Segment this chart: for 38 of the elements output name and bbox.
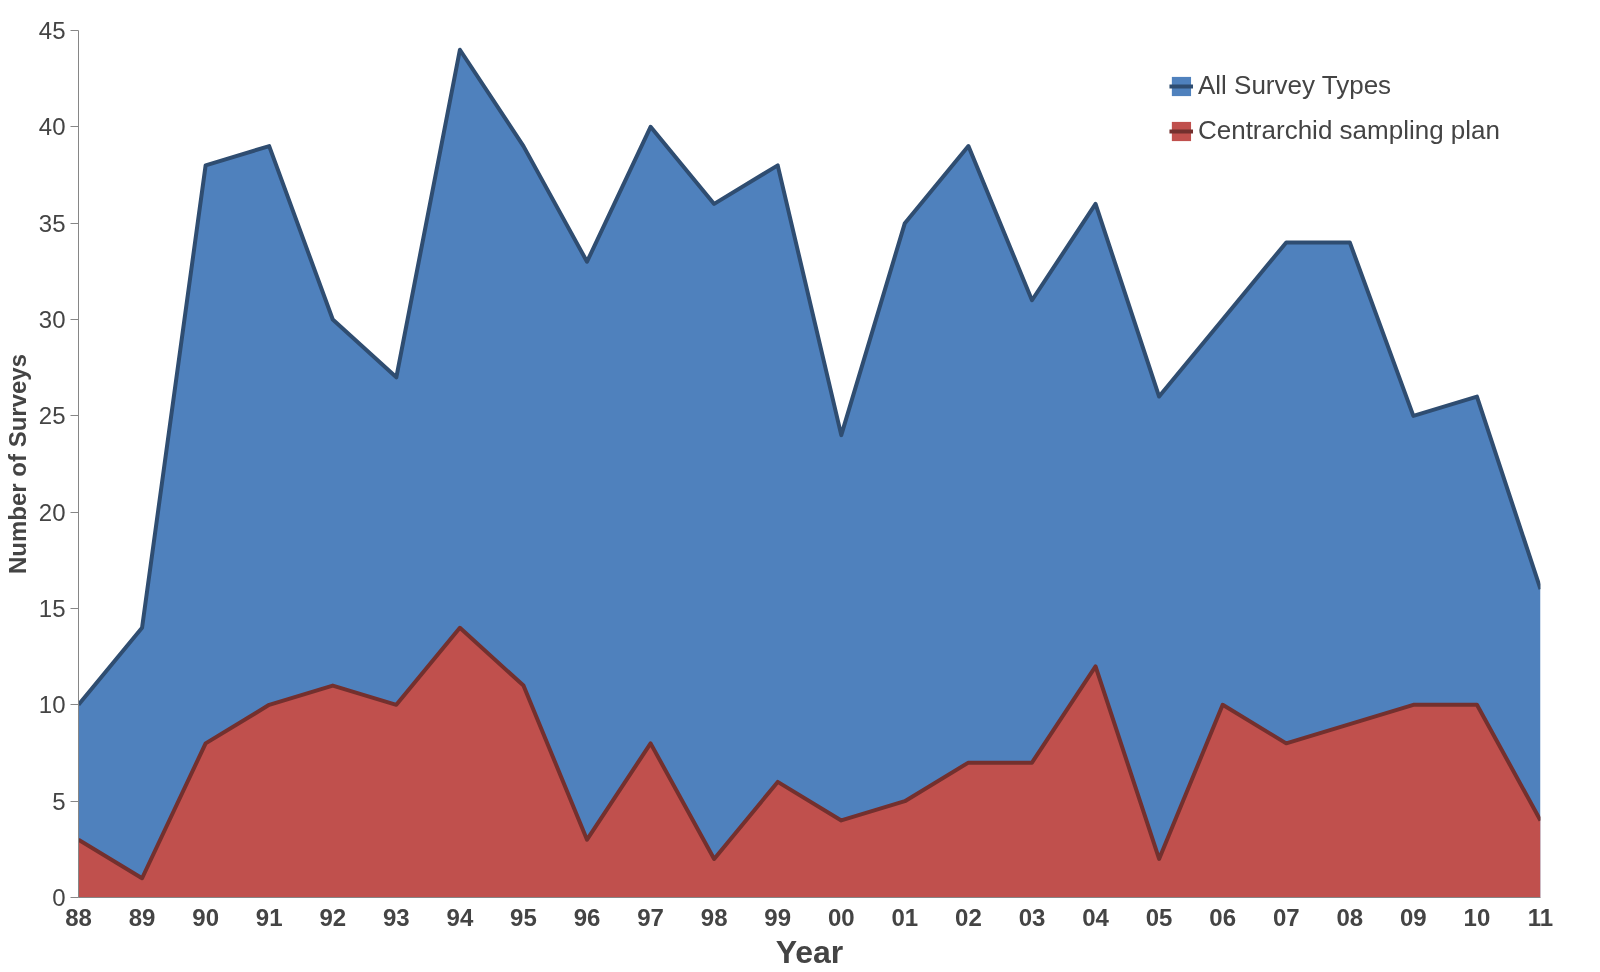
x-tick-label: 04 xyxy=(1082,903,1110,931)
y-tick-label: 0 xyxy=(52,884,66,911)
x-tick-label: 92 xyxy=(319,903,347,931)
x-tick-label: 05 xyxy=(1145,903,1173,931)
legend-label: Centrarchid sampling plan xyxy=(1197,115,1500,146)
x-tick-label: 10 xyxy=(1463,903,1491,931)
x-tick-label: 99 xyxy=(764,903,792,931)
x-tick-label: 94 xyxy=(446,903,474,931)
x-tick-label: 88 xyxy=(65,903,92,931)
y-tick-label: 25 xyxy=(38,402,66,430)
legend-label: All Survey Types xyxy=(1197,70,1392,101)
y-tick-label: 40 xyxy=(38,113,66,141)
x-tick-label: 11 xyxy=(1527,903,1554,931)
x-tick-label: 91 xyxy=(255,903,283,931)
y-tick-label: 15 xyxy=(38,595,66,622)
y-tick-label: 20 xyxy=(38,498,66,526)
y-tick-label: 45 xyxy=(38,17,66,44)
x-tick-label: 89 xyxy=(128,903,156,931)
x-tick-label: 98 xyxy=(700,903,728,931)
x-tick-label: 07 xyxy=(1272,903,1300,931)
x-tick-label: 06 xyxy=(1209,903,1237,931)
x-tick-label: 00 xyxy=(827,903,855,931)
x-tick-label: 90 xyxy=(192,903,219,931)
y-tick-label: 5 xyxy=(52,787,66,815)
x-tick-label: 09 xyxy=(1400,903,1427,931)
x-tick-label: 95 xyxy=(510,903,537,931)
x-axis-title: Year xyxy=(775,933,844,970)
y-tick-label: 10 xyxy=(38,691,66,719)
y-tick-label: 35 xyxy=(38,209,66,237)
x-tick-label: 03 xyxy=(1018,903,1046,931)
y-axis-title: Number of Surveys xyxy=(3,353,31,575)
x-tick-label: 96 xyxy=(573,903,601,931)
x-tick-label: 08 xyxy=(1336,903,1364,931)
x-tick-label: 02 xyxy=(955,903,982,931)
x-tick-label: 93 xyxy=(382,903,410,931)
x-tick-label: 01 xyxy=(891,903,919,931)
y-tick-label: 30 xyxy=(38,306,66,333)
x-tick-label: 97 xyxy=(637,903,664,931)
